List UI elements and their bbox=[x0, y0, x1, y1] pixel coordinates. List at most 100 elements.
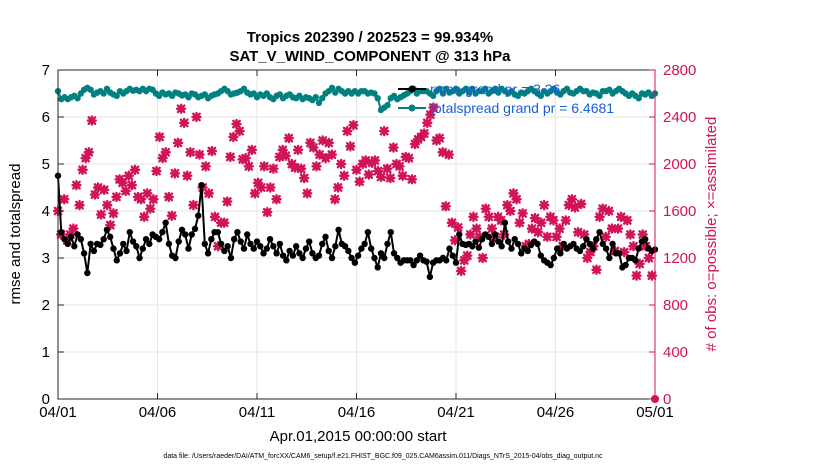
spread-series-point bbox=[384, 102, 391, 109]
obs-point bbox=[258, 161, 270, 172]
spread-series-point bbox=[113, 92, 120, 100]
x-tick-label: 05/01 bbox=[636, 404, 674, 421]
rmse-series-point bbox=[120, 240, 127, 248]
obs-point bbox=[351, 164, 362, 176]
obs-point bbox=[591, 264, 602, 275]
obs-point bbox=[382, 163, 393, 174]
rmse-series-point bbox=[374, 264, 381, 271]
rmse-series-point bbox=[589, 245, 597, 252]
rmse-series-point bbox=[332, 243, 339, 250]
obs-point bbox=[363, 169, 375, 180]
obs-point bbox=[231, 118, 242, 130]
obs-point bbox=[160, 147, 171, 158]
y-tick-label: 6 bbox=[42, 109, 50, 126]
obs-point bbox=[71, 179, 82, 191]
rmse-series-point bbox=[165, 240, 173, 248]
obs-point bbox=[563, 199, 575, 211]
rmse-series-point bbox=[155, 236, 163, 243]
rmse-series-point bbox=[58, 228, 65, 236]
rmse-series-point bbox=[90, 247, 98, 255]
obs-point bbox=[486, 223, 498, 234]
rmse-series-point bbox=[266, 236, 274, 243]
rmse-series-point bbox=[67, 233, 75, 241]
rmse-series-point bbox=[146, 240, 153, 248]
obs-point bbox=[166, 210, 178, 221]
rmse-series-point bbox=[361, 240, 368, 248]
rmse-series-point bbox=[416, 252, 424, 259]
rmse-series-point bbox=[423, 258, 430, 265]
obs-point bbox=[452, 222, 464, 233]
y-axis-label-left: rmse and totalspread bbox=[7, 164, 24, 305]
obs-point bbox=[228, 131, 239, 143]
rmse-series-point bbox=[77, 236, 85, 243]
rmse-series-point bbox=[217, 240, 225, 248]
spread-series-point bbox=[74, 95, 81, 102]
obs-point bbox=[338, 170, 350, 181]
rmse-series-point bbox=[358, 245, 365, 252]
x-axis-label: Apr.01,2015 00:00:00 start bbox=[270, 428, 448, 445]
rmse-series-point bbox=[279, 252, 287, 259]
obs-point bbox=[138, 211, 150, 223]
rmse-series-point bbox=[175, 238, 182, 245]
obs-point bbox=[455, 265, 467, 277]
rmse-series-point bbox=[325, 247, 332, 255]
obs-point bbox=[163, 191, 174, 203]
rmse-series-point bbox=[110, 245, 117, 252]
obs-point bbox=[203, 188, 214, 199]
rmse-series-point bbox=[550, 254, 558, 262]
obs-point bbox=[178, 117, 190, 129]
obs-point bbox=[612, 223, 624, 234]
obs-point bbox=[271, 194, 282, 205]
rmse-series-point bbox=[133, 243, 140, 250]
obs-point bbox=[129, 164, 141, 176]
rmse-series-point bbox=[71, 243, 78, 250]
obs-point bbox=[185, 147, 196, 158]
rmse-series-point bbox=[351, 259, 359, 266]
rmse-series-point bbox=[182, 231, 189, 238]
rmse-series-point bbox=[446, 245, 453, 252]
spread-series-point bbox=[315, 99, 323, 107]
obs-point bbox=[388, 142, 399, 153]
obs-point bbox=[637, 229, 648, 240]
rmse-series-point bbox=[273, 250, 280, 257]
chart-title: Tropics 202390 / 202523 = 99.934% bbox=[247, 29, 493, 46]
obs-point bbox=[572, 226, 584, 238]
obs-point bbox=[502, 199, 513, 211]
rmse-series-point bbox=[322, 233, 329, 241]
obs-point bbox=[102, 199, 113, 211]
obs-point bbox=[508, 188, 519, 199]
rmse-series-point bbox=[328, 254, 336, 262]
spread-series-point bbox=[439, 90, 447, 97]
obs-point bbox=[298, 172, 310, 184]
rmse-series-point bbox=[162, 219, 169, 226]
rmse-series-point bbox=[583, 236, 590, 243]
obs-point bbox=[80, 152, 91, 164]
y-right-tick-label: 1600 bbox=[663, 203, 696, 220]
rmse-series-point bbox=[240, 245, 248, 252]
obs-point bbox=[403, 152, 415, 164]
obs-point bbox=[77, 164, 88, 176]
rmse-series-point bbox=[257, 243, 264, 250]
obs-point bbox=[345, 141, 356, 152]
obs-point bbox=[311, 161, 322, 172]
obs-point bbox=[511, 194, 522, 205]
spread-series-point bbox=[319, 95, 326, 102]
obs-point bbox=[434, 132, 445, 144]
rmse-series-point bbox=[188, 231, 195, 238]
spread-series-point bbox=[371, 90, 378, 97]
rmse-series-point bbox=[443, 257, 450, 264]
x-tick-label: 04/11 bbox=[239, 404, 275, 421]
obs-point bbox=[83, 147, 94, 158]
rmse-series-point bbox=[263, 245, 270, 252]
rmse-series-point bbox=[103, 226, 111, 233]
spread-series-point bbox=[436, 85, 443, 93]
rmse-series-point bbox=[250, 245, 257, 252]
rmse-series-point bbox=[87, 240, 94, 248]
obs-point bbox=[566, 194, 578, 205]
x-axis: 04/01 04/06 04/11 04/16 04/21 04/26 05/01 bbox=[39, 70, 674, 421]
obs-point bbox=[354, 176, 365, 187]
obs-point bbox=[317, 135, 328, 146]
rmse-series-point bbox=[292, 243, 300, 250]
obs-point bbox=[348, 120, 359, 131]
rmse-series-point bbox=[537, 252, 545, 259]
